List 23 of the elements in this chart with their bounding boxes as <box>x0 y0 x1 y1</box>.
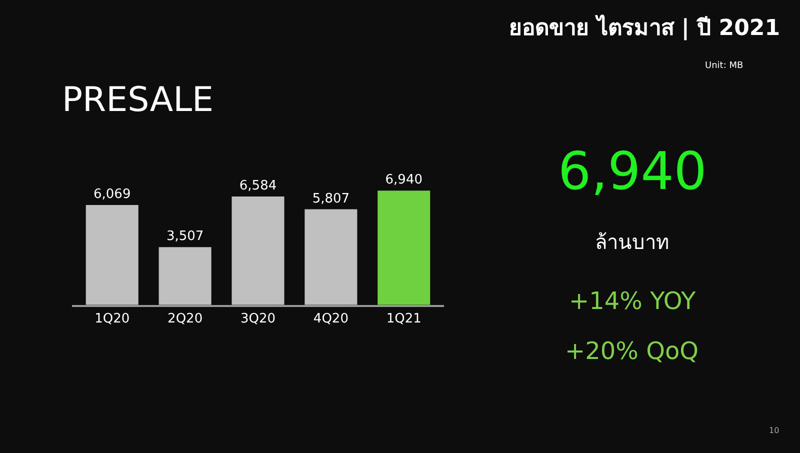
text: ยอดขาย ไตรมาส | ปี 2021 <box>509 14 780 41</box>
chart-subtitle: PRESALE <box>62 80 214 120</box>
x-tick-label: 1Q21 <box>386 311 422 326</box>
text: +20% QoQ <box>565 337 699 365</box>
text: Unit: MB <box>705 61 744 71</box>
x-tick-label: 4Q20 <box>313 311 348 326</box>
data-label: 6,940 <box>385 172 422 188</box>
data-label: 6,584 <box>239 178 277 194</box>
data-label: 6,069 <box>94 186 131 202</box>
data-label: 3,507 <box>166 229 204 244</box>
x-tick-label: 3Q20 <box>240 311 276 326</box>
bar <box>232 196 284 305</box>
text: +14% YOY <box>569 287 696 315</box>
x-tick-label: 1Q20 <box>94 311 130 326</box>
bar <box>158 247 212 305</box>
bar <box>304 209 358 305</box>
text: 10 <box>769 426 780 435</box>
data-label: 5,807 <box>312 191 350 206</box>
x-tick-label: 2Q20 <box>168 311 203 326</box>
bar <box>378 190 430 305</box>
bar <box>86 204 138 305</box>
text: 6,940 <box>558 142 707 202</box>
text: ล้านบาท <box>595 230 669 254</box>
